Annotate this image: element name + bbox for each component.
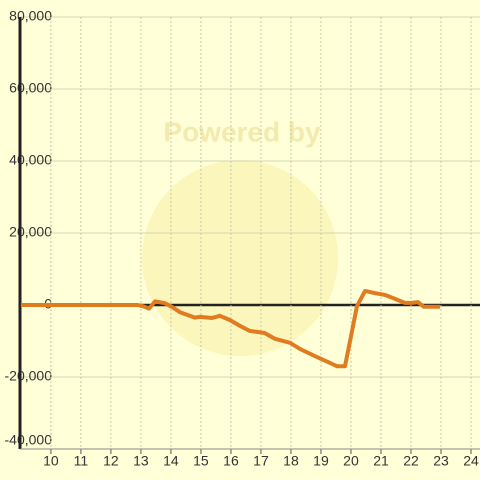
watermark-logo xyxy=(142,160,338,356)
y-tick-label: -20,000 xyxy=(5,368,53,384)
x-tick-label: 24 xyxy=(463,453,479,469)
x-tick-label: 18 xyxy=(283,453,299,469)
x-tick-label: 19 xyxy=(313,453,329,469)
x-tick-label: 20 xyxy=(343,453,359,469)
x-tick-label: 17 xyxy=(253,453,269,469)
y-tick-label: 20,000 xyxy=(9,224,52,240)
x-tick-label: 14 xyxy=(163,453,179,469)
x-tick-label: 10 xyxy=(43,453,59,469)
x-tick-label: 16 xyxy=(223,453,239,469)
y-tick-label: 40,000 xyxy=(9,152,52,168)
x-tick-label: 12 xyxy=(103,453,119,469)
x-tick-label: 21 xyxy=(373,453,389,469)
y-tick-label: 80,000 xyxy=(9,8,52,24)
data-line xyxy=(20,288,441,369)
x-tick-label: 11 xyxy=(74,453,89,469)
x-tick-label: 15 xyxy=(193,453,209,469)
watermark: Powered by xyxy=(163,116,321,147)
x-tick-label: 22 xyxy=(403,453,419,469)
x-tick-label: 13 xyxy=(133,453,149,469)
x-tick-label: 23 xyxy=(433,453,449,469)
y-tick-label: 60,000 xyxy=(9,80,52,96)
y-tick-label: -40,000 xyxy=(5,432,53,448)
